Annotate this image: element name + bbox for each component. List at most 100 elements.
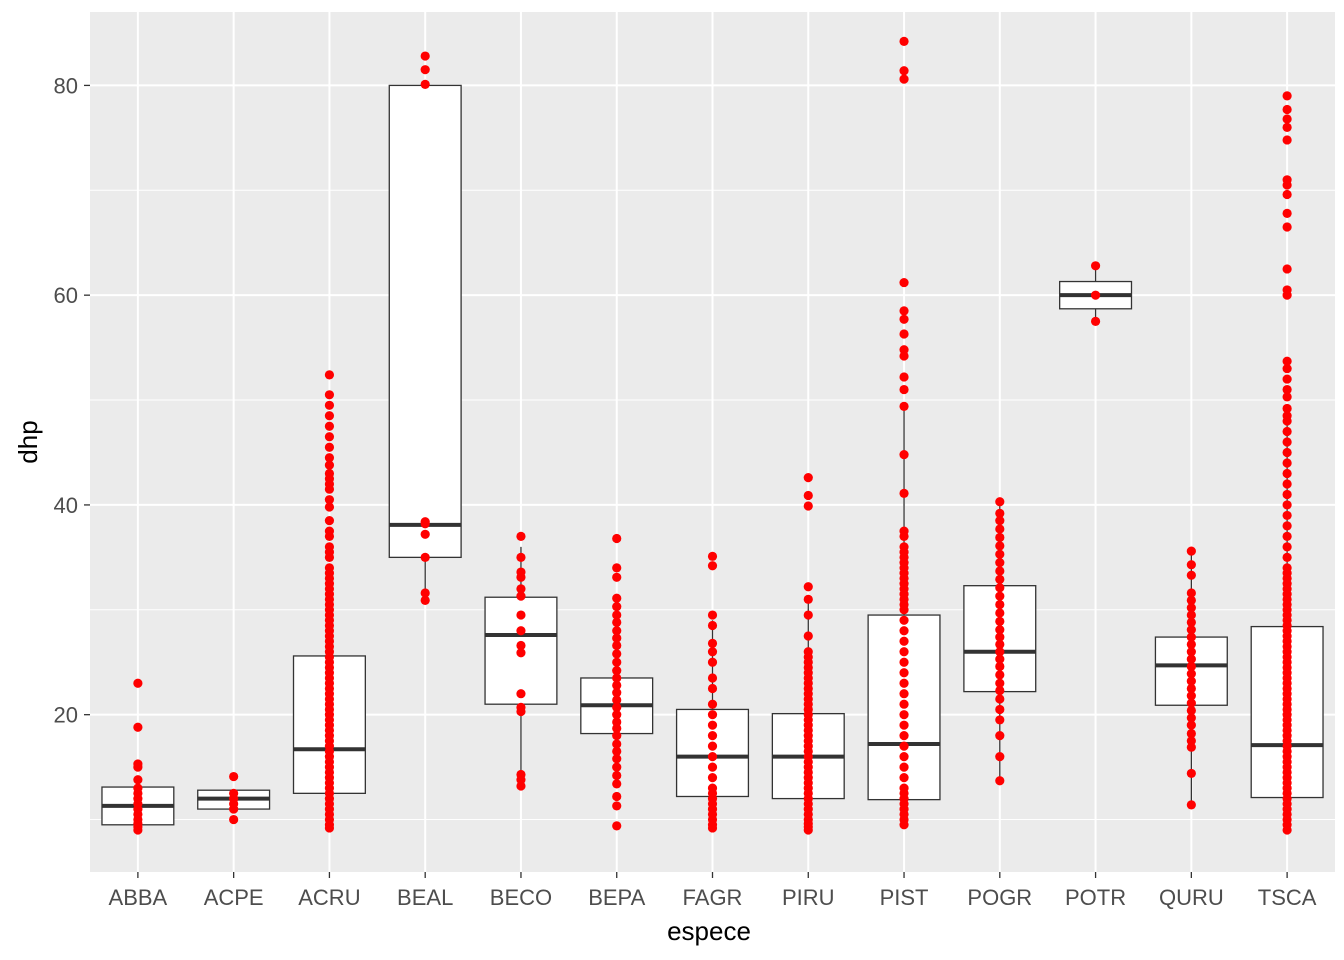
data-point <box>899 277 909 288</box>
data-point <box>324 542 335 552</box>
data-point <box>995 685 1005 696</box>
x-tick-label: PIST <box>880 885 929 910</box>
data-point <box>995 599 1005 610</box>
data-point <box>1282 411 1292 421</box>
data-point <box>899 626 909 636</box>
x-tick-label: BEPA <box>588 885 645 910</box>
data-point <box>899 36 909 46</box>
data-point <box>324 495 335 505</box>
data-point <box>612 739 622 749</box>
data-point <box>1186 728 1196 739</box>
data-point <box>324 390 335 400</box>
data-point <box>420 517 430 527</box>
data-point <box>612 779 622 789</box>
data-point <box>324 370 335 380</box>
data-point <box>707 673 718 683</box>
data-point <box>1282 542 1292 552</box>
data-point <box>1282 285 1292 295</box>
data-point <box>995 516 1005 526</box>
data-point <box>899 689 909 699</box>
data-point <box>899 329 909 339</box>
data-point <box>899 647 909 657</box>
data-point <box>612 821 622 831</box>
data-point <box>420 588 430 598</box>
data-point <box>324 460 335 470</box>
data-point <box>803 501 813 511</box>
data-point <box>1186 603 1196 613</box>
data-point <box>899 720 909 730</box>
data-point <box>612 593 622 603</box>
data-point <box>899 351 909 361</box>
y-tick-label: 20 <box>54 703 78 728</box>
x-tick-label: BEAL <box>397 885 453 910</box>
data-point <box>1282 264 1292 274</box>
data-point <box>1282 552 1292 562</box>
data-point <box>1186 736 1196 746</box>
data-point <box>707 783 718 793</box>
data-point <box>1282 531 1292 541</box>
data-point <box>707 551 718 561</box>
data-point <box>612 710 622 720</box>
data-point <box>516 567 526 577</box>
data-point <box>516 781 526 791</box>
data-point <box>995 647 1005 657</box>
y-tick-label: 80 <box>54 73 78 98</box>
data-point <box>1282 468 1292 479</box>
data-point <box>1186 647 1196 657</box>
data-point <box>324 432 335 442</box>
data-point <box>1282 510 1292 521</box>
data-point <box>1282 384 1292 395</box>
data-point <box>707 620 718 631</box>
data-point <box>1282 500 1292 510</box>
data-point <box>1282 479 1292 489</box>
data-point <box>995 661 1005 672</box>
data-point <box>420 552 430 562</box>
data-point <box>612 563 622 573</box>
x-tick-label: POTR <box>1065 885 1126 910</box>
data-point <box>899 449 909 460</box>
data-point <box>612 723 622 733</box>
data-point <box>1186 617 1196 627</box>
data-point <box>1090 316 1101 326</box>
data-point <box>707 741 718 751</box>
data-point <box>612 680 622 690</box>
data-point <box>1186 713 1196 723</box>
data-point <box>995 558 1005 568</box>
x-tick-label: POGR <box>967 885 1032 910</box>
data-point <box>995 752 1005 762</box>
data-point <box>612 533 622 544</box>
data-point <box>803 473 813 483</box>
data-point <box>324 400 335 410</box>
data-point <box>995 591 1005 601</box>
data-point <box>1282 426 1292 437</box>
data-point <box>612 673 622 683</box>
data-point <box>1186 570 1196 580</box>
data-point <box>803 582 813 592</box>
data-point <box>1282 447 1292 458</box>
data-point <box>516 626 526 636</box>
data-point <box>1186 610 1196 620</box>
data-point <box>1186 669 1196 679</box>
data-point <box>707 699 718 709</box>
data-point <box>995 632 1005 642</box>
data-point <box>899 401 909 411</box>
data-point <box>899 752 909 762</box>
data-point <box>803 610 813 620</box>
x-axis-title: espece <box>667 916 751 946</box>
data-point <box>133 678 143 688</box>
data-point <box>1282 521 1292 531</box>
y-tick-label: 40 <box>54 493 78 518</box>
data-point <box>995 776 1005 786</box>
data-point <box>1282 392 1292 402</box>
data-point <box>1186 742 1196 752</box>
data-point <box>1186 560 1196 570</box>
data-point <box>1186 595 1196 605</box>
data-point <box>1282 458 1292 468</box>
data-point <box>899 657 909 667</box>
data-point <box>420 529 430 539</box>
x-tick-label: TSCA <box>1258 885 1317 910</box>
data-point <box>707 638 718 648</box>
data-point <box>995 715 1005 725</box>
data-point <box>707 752 718 762</box>
data-point <box>995 670 1005 680</box>
